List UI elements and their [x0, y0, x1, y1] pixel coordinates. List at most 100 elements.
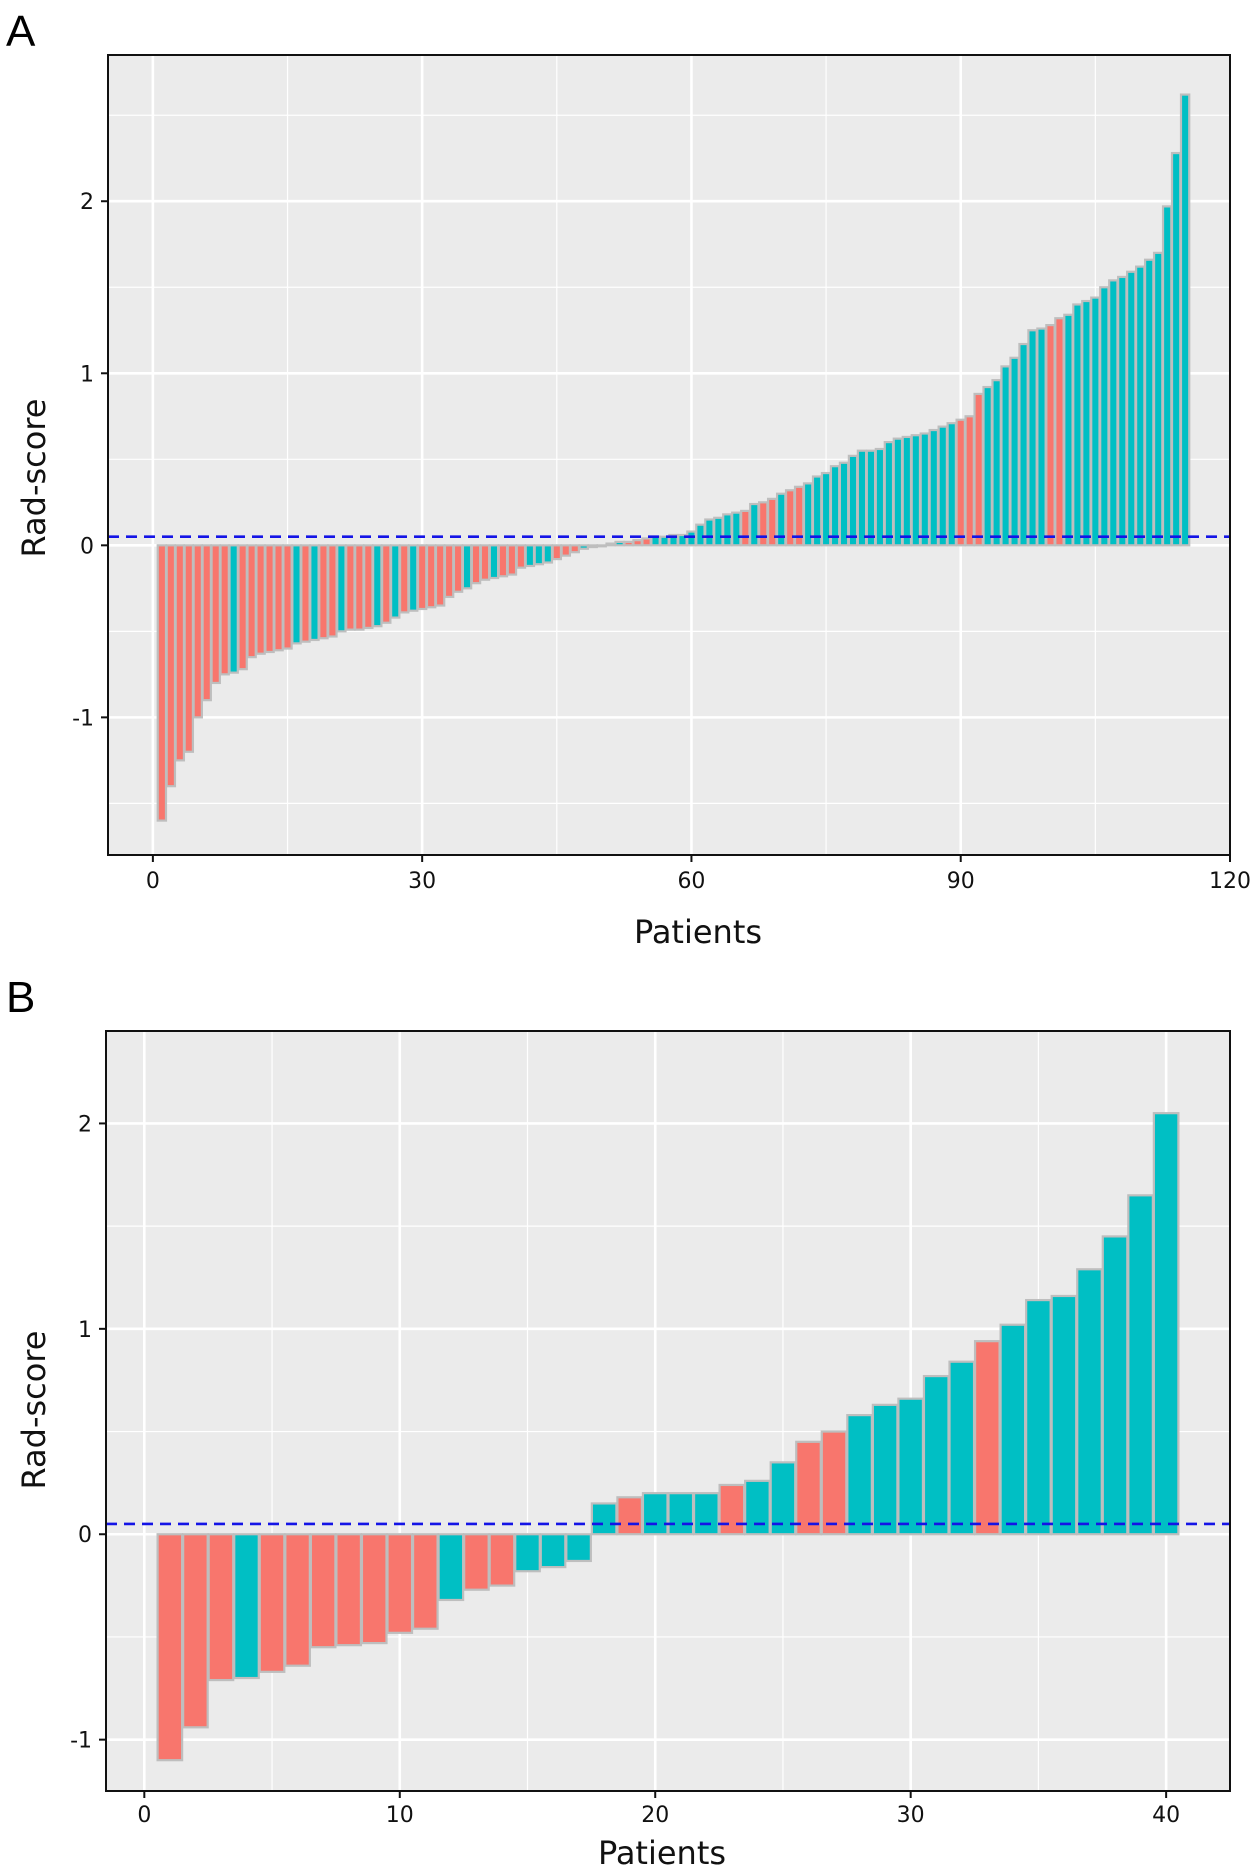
bar — [233, 1533, 260, 1680]
bar — [1179, 93, 1191, 547]
bar — [452, 544, 464, 593]
x-tick-label: 30 — [408, 869, 436, 894]
bar — [183, 544, 195, 753]
bar — [731, 511, 742, 547]
bar — [955, 418, 966, 547]
bar — [1152, 1112, 1180, 1536]
bar — [207, 1533, 235, 1682]
bar — [623, 540, 634, 547]
panel-b: B 0 10 20 30 40 -1 0 1 2 Patients Rad-score — [6, 973, 1231, 1872]
bar — [1045, 324, 1056, 547]
x-tick-label: 0 — [146, 869, 160, 894]
bar — [479, 544, 491, 581]
bar — [228, 544, 239, 674]
bar — [1135, 265, 1146, 547]
bar — [533, 544, 545, 566]
bar — [1009, 356, 1020, 547]
bar — [1143, 258, 1155, 547]
bar — [982, 385, 993, 547]
bar — [1108, 279, 1119, 547]
bar — [692, 1492, 720, 1536]
bar — [722, 513, 733, 547]
bar — [425, 544, 437, 609]
panel-a-y-axis-title: Rad-score — [15, 399, 53, 558]
bar — [1090, 296, 1101, 547]
bar — [309, 1533, 337, 1649]
bar — [497, 544, 509, 578]
bar — [928, 428, 940, 547]
bar — [883, 440, 895, 547]
bar — [363, 544, 374, 630]
bar — [309, 544, 320, 642]
bar — [192, 544, 203, 719]
bar — [255, 544, 266, 655]
bar — [335, 1533, 363, 1647]
panel-b-y-ticks: -1 0 1 2 — [70, 1112, 106, 1754]
bar — [210, 544, 221, 685]
bar — [846, 1414, 873, 1536]
bar — [856, 449, 868, 547]
bar — [1170, 151, 1182, 547]
panel-a-y-ticks: -1 0 1 2 — [72, 190, 108, 731]
bar — [1063, 313, 1074, 547]
bar — [360, 1533, 388, 1645]
panel-a-frame — [107, 54, 1231, 856]
bar — [1000, 365, 1011, 547]
bar — [919, 432, 931, 547]
bar — [865, 449, 877, 547]
bar — [948, 1360, 976, 1536]
bar — [616, 1496, 644, 1536]
bar — [901, 435, 913, 547]
bar — [605, 542, 616, 547]
bar — [641, 1492, 669, 1536]
y-tick-label: -1 — [72, 706, 94, 731]
bar — [713, 516, 724, 547]
bar — [795, 1440, 822, 1536]
bar — [758, 501, 769, 547]
bar — [1152, 251, 1164, 547]
bar — [718, 1483, 746, 1536]
bar — [398, 544, 410, 614]
bar — [273, 544, 284, 652]
bar — [372, 544, 383, 628]
bar — [506, 544, 518, 576]
bar — [258, 1533, 286, 1673]
bar — [587, 544, 598, 549]
y-tick-label: -1 — [70, 1729, 92, 1754]
bar — [470, 544, 482, 585]
bar — [1161, 205, 1173, 547]
y-tick-label: 1 — [80, 362, 94, 387]
bar — [1127, 1194, 1154, 1536]
bar — [524, 544, 536, 568]
x-tick-label: 0 — [137, 1803, 151, 1828]
bar — [1076, 1268, 1103, 1536]
bar — [847, 454, 859, 547]
bar — [174, 544, 186, 762]
bar — [686, 530, 697, 547]
y-tick-label: 2 — [78, 1112, 92, 1137]
bar — [264, 544, 275, 654]
bar — [910, 434, 922, 547]
bar — [488, 544, 500, 580]
bar — [437, 1533, 465, 1602]
bar — [838, 461, 850, 547]
y-tick-label: 1 — [78, 1318, 92, 1343]
bar — [1117, 275, 1128, 547]
bar — [569, 544, 580, 554]
bar — [922, 1374, 950, 1536]
bar — [318, 544, 329, 640]
bar — [284, 1533, 311, 1667]
bar — [390, 544, 401, 619]
bar — [749, 502, 760, 547]
panel-a-label: A — [6, 7, 36, 56]
bar — [560, 544, 572, 557]
bar — [1036, 327, 1047, 547]
bar — [897, 1397, 925, 1536]
bar — [578, 544, 589, 550]
x-tick-label: 120 — [1209, 869, 1251, 894]
panel-b-x-ticks: 0 10 20 30 40 — [137, 1791, 1180, 1828]
bar — [237, 544, 248, 671]
panel-b-bars — [156, 1112, 1180, 1762]
x-tick-label: 10 — [386, 1803, 414, 1828]
bar — [1101, 1235, 1129, 1536]
